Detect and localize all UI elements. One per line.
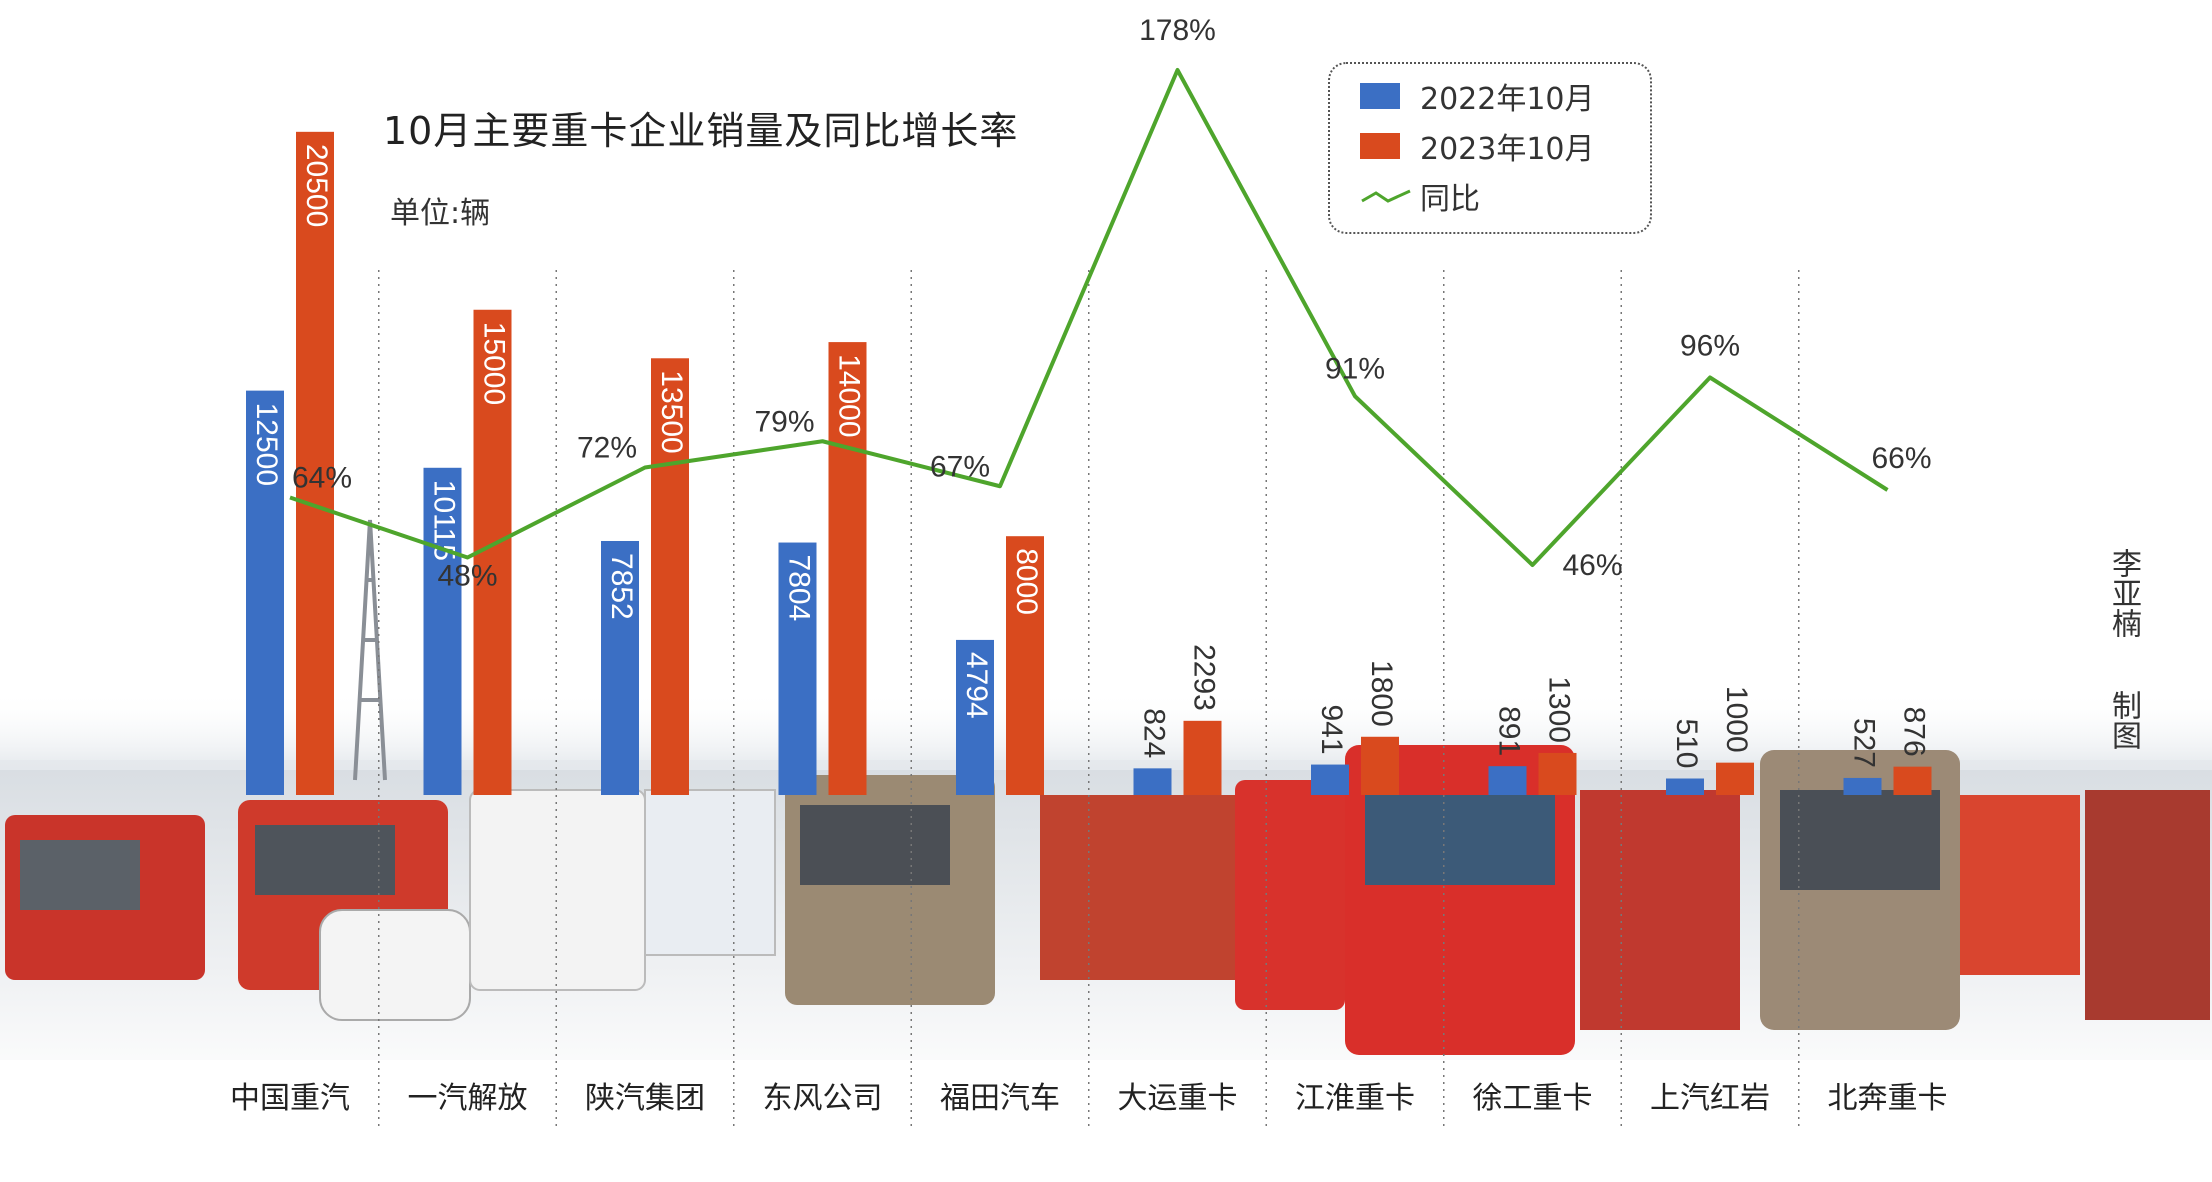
bar-value-label: 7804	[783, 555, 816, 622]
yoy-point-label: 91%	[1325, 352, 1385, 385]
legend-label-2023: 2023年10月	[1420, 132, 1595, 167]
bar-2023	[1361, 736, 1399, 795]
category-label: 徐工重卡	[1473, 1081, 1593, 1116]
legend: 2022年10月 2023年10月 同比	[1328, 62, 1652, 234]
bar-value-label: 510	[1670, 718, 1703, 768]
yoy-point-label: 64%	[292, 462, 352, 495]
truck-silhouettes	[5, 745, 2210, 1055]
legend-item-2023: 2023年10月	[1360, 128, 1595, 167]
bar-2023	[651, 358, 689, 795]
category-label: 福田汽车	[940, 1081, 1060, 1116]
bar-2022	[1133, 768, 1172, 795]
credit-role: 制图	[2106, 690, 2141, 750]
bar-2022	[956, 639, 994, 795]
category-label: 大运重卡	[1118, 1081, 1238, 1116]
legend-label-2022: 2022年10月	[1420, 82, 1595, 117]
bar-value-label: 8000	[1010, 548, 1043, 615]
category-label: 一汽解放	[408, 1081, 528, 1116]
credit-name: 李亚楠	[2106, 548, 2141, 638]
tower-icon	[353, 519, 387, 781]
category-label: 陕汽集团	[585, 1081, 705, 1116]
bar-value-label: 891	[1493, 706, 1526, 756]
bar-value-labels: 1250020500101151500078521350078041400047…	[250, 144, 1931, 769]
bar-value-label: 15000	[478, 322, 511, 405]
unit-label: 单位:辆	[390, 196, 491, 231]
bar-value-label: 7852	[605, 553, 638, 620]
bar-2022	[778, 542, 817, 795]
bar-value-label: 1300	[1543, 676, 1576, 743]
legend-label-yoy: 同比	[1420, 182, 1480, 217]
bar-2022	[1488, 766, 1527, 795]
bar-2023	[296, 131, 334, 795]
bar-2023	[1006, 536, 1044, 795]
bar-2022	[1666, 778, 1704, 795]
bar-value-label: 14000	[833, 354, 866, 437]
yoy-point-label: 96%	[1680, 330, 1740, 363]
yoy-point-label: 178%	[1139, 14, 1216, 47]
bar-2023	[1716, 762, 1754, 795]
yoy-point-label: 72%	[577, 432, 637, 465]
bar-value-label: 4794	[960, 652, 993, 719]
bar-series	[246, 131, 1932, 795]
bar-value-label: 824	[1138, 708, 1171, 758]
bar-2022	[1843, 777, 1882, 795]
yoy-line	[289, 68, 1889, 567]
bar-value-label: 941	[1315, 704, 1348, 754]
category-label: 江淮重卡	[1295, 1081, 1415, 1116]
bar-2022	[423, 467, 462, 795]
bar-2023	[828, 342, 867, 795]
bar-2022	[601, 540, 639, 795]
yoy-point-label: 48%	[437, 560, 497, 593]
bar-2023	[1183, 720, 1222, 795]
bar-value-label: 1000	[1720, 686, 1753, 753]
bar-2023	[1893, 766, 1932, 795]
category-label: 上汽红岩	[1650, 1081, 1770, 1116]
bar-value-label: 527	[1848, 718, 1881, 768]
legend-item-yoy: 同比	[1360, 178, 1480, 217]
legend-item-2022: 2022年10月	[1360, 78, 1595, 117]
yoy-point-label: 66%	[1871, 442, 1931, 475]
category-label: 中国重汽	[230, 1081, 350, 1116]
category-label: 东风公司	[763, 1081, 883, 1116]
yoy-labels: 64% 48% 72% 79% 67% 178% 91% 46% 96% 66%	[292, 14, 1932, 593]
legend-line-icon	[1361, 189, 1411, 203]
bar-2023	[1538, 752, 1577, 795]
yoy-point-label: 79%	[754, 405, 814, 438]
bar-2022	[1311, 764, 1349, 795]
bar-value-label: 1800	[1365, 660, 1398, 727]
yoy-line-series	[289, 68, 1889, 567]
legend-swatch-2023	[1360, 133, 1400, 159]
bar-2022	[246, 390, 284, 795]
legend-swatch-2022	[1360, 83, 1400, 109]
bar-value-label: 13500	[655, 370, 688, 453]
yoy-point-label: 46%	[1562, 549, 1622, 582]
truck-photo-background	[0, 519, 2212, 1178]
yoy-point-label: 67%	[930, 450, 990, 483]
chart-title: 10月主要重卡企业销量及同比增长率	[383, 109, 1019, 153]
bar-value-label: 12500	[250, 403, 283, 486]
category-labels: 中国重汽 一汽解放 陕汽集团 东风公司 福田汽车 大运重卡 江淮重卡 徐工重卡 上汽红岩 北奔重卡	[230, 1081, 1948, 1116]
category-label: 北奔重卡	[1828, 1081, 1948, 1116]
bar-value-label: 876	[1898, 707, 1931, 757]
bar-value-label: 20500	[300, 144, 333, 227]
bar-value-label: 2293	[1188, 644, 1221, 711]
